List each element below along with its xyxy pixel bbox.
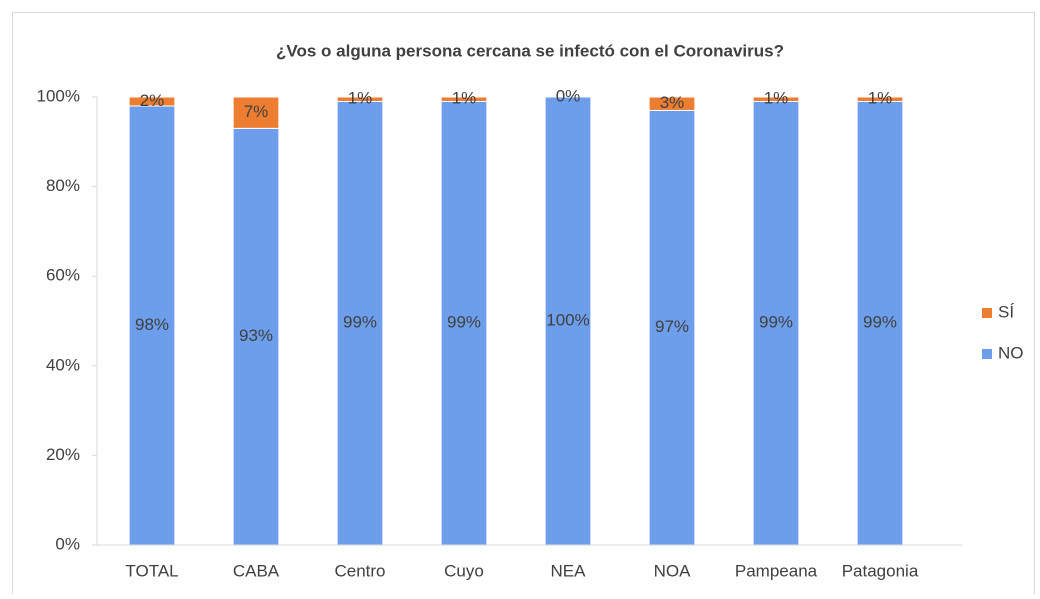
legend-swatch	[982, 308, 992, 318]
bar-segment	[752, 96, 800, 102]
bar-segment	[232, 96, 280, 129]
x-tick-label: Pampeana	[735, 561, 818, 580]
y-tick-label: 80%	[46, 176, 80, 195]
bar-segment	[336, 100, 384, 546]
data-label: 99%	[447, 313, 481, 332]
data-label: 1%	[348, 89, 373, 108]
data-label: 7%	[244, 102, 269, 121]
bar-segment	[128, 105, 176, 546]
y-tick-label: 20%	[46, 445, 80, 464]
data-label: 0%	[556, 86, 581, 105]
x-tick-label: TOTAL	[125, 561, 178, 580]
bar-segment	[544, 96, 592, 546]
y-tick-label: 60%	[46, 266, 80, 285]
bar-segment	[856, 100, 904, 546]
data-label: 2%	[140, 91, 165, 110]
bar-segment	[232, 127, 280, 546]
x-tick-label: NOA	[654, 561, 692, 580]
data-label: 99%	[343, 313, 377, 332]
bar-segment	[856, 96, 904, 102]
bar-segment	[440, 96, 488, 102]
data-label: 93%	[239, 326, 273, 345]
data-label: 97%	[655, 317, 689, 336]
bar-segment	[440, 100, 488, 546]
legend-label: NO	[998, 343, 1024, 362]
data-label: 3%	[660, 93, 685, 112]
data-label: 100%	[546, 310, 589, 329]
y-tick-label: 100%	[37, 86, 80, 105]
data-label: 1%	[868, 89, 893, 108]
chart-title: ¿Vos o alguna persona cercana se infectó…	[276, 41, 784, 60]
x-tick-label: Cuyo	[444, 561, 484, 580]
data-label: 1%	[452, 89, 477, 108]
data-label: 99%	[759, 313, 793, 332]
x-tick-label: Patagonia	[842, 561, 919, 580]
bar-segment	[752, 100, 800, 546]
legend-label: SÍ	[998, 302, 1014, 321]
bar-segment	[128, 96, 176, 107]
x-tick-label: CABA	[233, 561, 280, 580]
x-tick-label: Centro	[334, 561, 385, 580]
y-tick-label: 40%	[46, 355, 80, 374]
legend-swatch	[982, 349, 992, 359]
bar-segment	[336, 96, 384, 102]
bar-segment	[648, 96, 696, 111]
data-label: 99%	[863, 313, 897, 332]
data-label: 1%	[764, 89, 789, 108]
x-tick-label: NEA	[551, 561, 587, 580]
y-tick-label: 0%	[55, 534, 80, 553]
data-label: 98%	[135, 315, 169, 334]
